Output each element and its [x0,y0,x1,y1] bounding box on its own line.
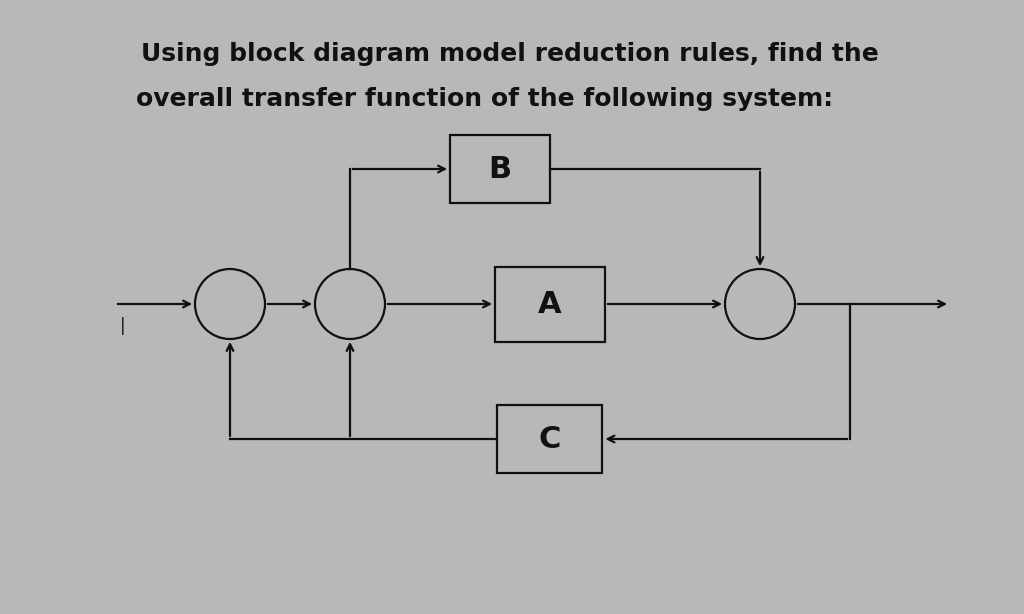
Text: A: A [539,289,562,319]
Bar [498,405,602,473]
Bar [495,266,605,341]
Bar [450,135,550,203]
Text: Using block diagram model reduction rules, find the: Using block diagram model reduction rule… [141,42,879,66]
Text: |: | [120,317,126,335]
Text: overall transfer function of the following system:: overall transfer function of the followi… [136,87,834,111]
Text: B: B [488,155,512,184]
Text: C: C [539,424,561,454]
